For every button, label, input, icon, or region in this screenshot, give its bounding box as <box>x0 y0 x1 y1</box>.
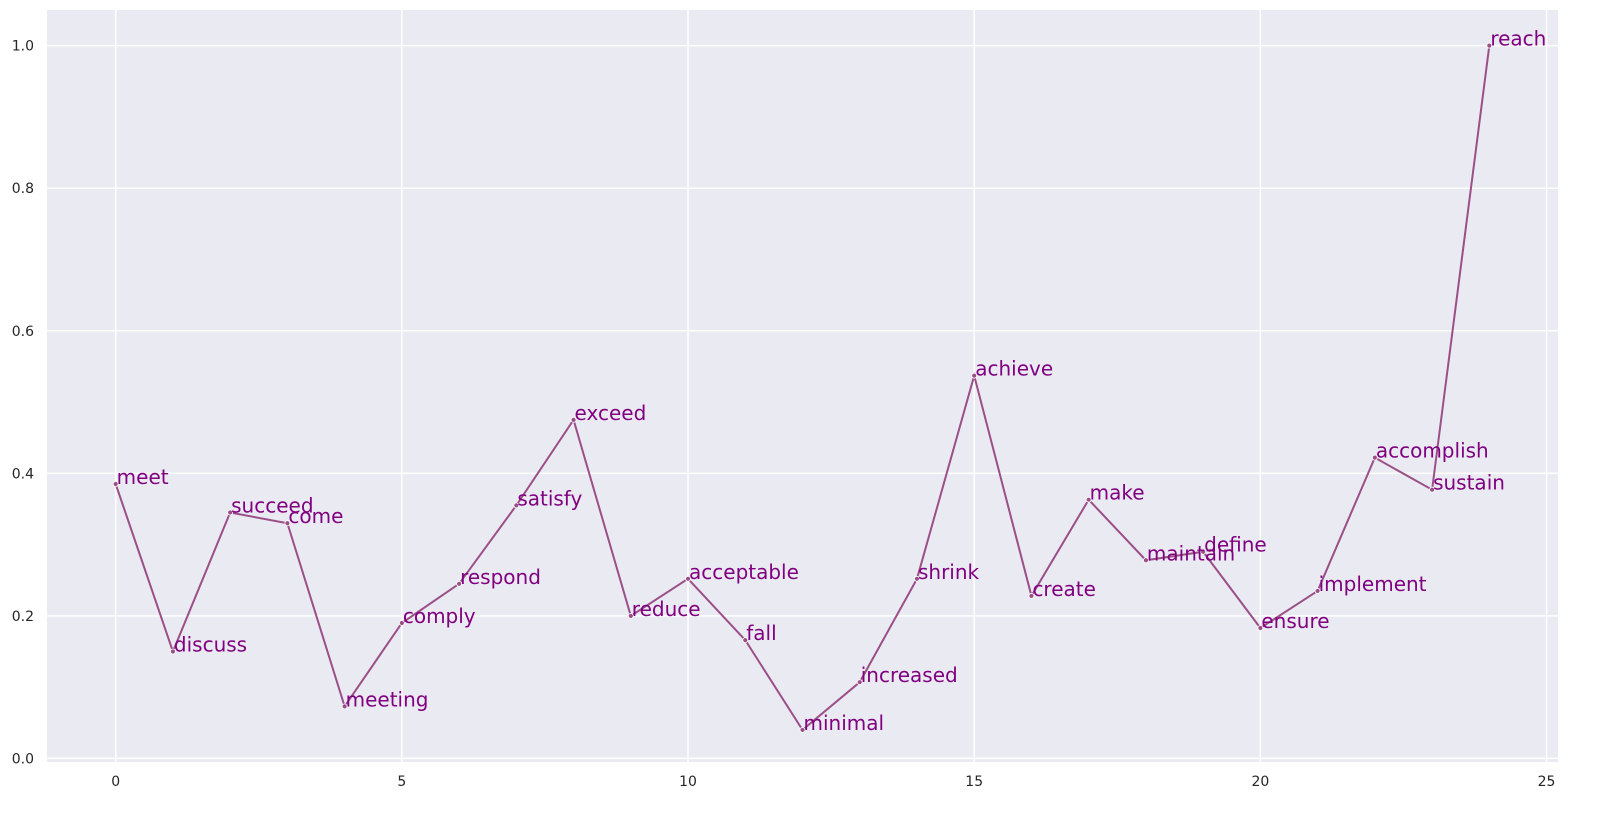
y-tick-label: 0.4 <box>12 466 34 482</box>
data-point-label: exceed <box>575 401 647 425</box>
data-point-marker <box>1429 486 1435 493</box>
data-point-marker <box>341 703 348 710</box>
data-point-marker <box>914 575 920 582</box>
x-tick-label: 5 <box>397 774 406 790</box>
data-point-label: reduce <box>632 597 701 621</box>
data-point-marker <box>570 416 577 423</box>
data-point-label: make <box>1090 481 1145 505</box>
data-point-marker <box>971 372 978 379</box>
x-tick-label: 0 <box>111 774 120 790</box>
data-point-marker <box>456 580 462 587</box>
data-point-label: acceptable <box>689 560 799 584</box>
data-point-marker <box>1486 42 1493 49</box>
data-point-label: ensure <box>1261 609 1329 633</box>
x-tick-label: 25 <box>1538 774 1556 790</box>
data-point-label: minimal <box>804 711 885 735</box>
data-point-label: achieve <box>975 357 1053 381</box>
data-point-label: meet <box>117 465 169 489</box>
data-point-label: meeting <box>346 687 429 711</box>
y-tick-label: 0.0 <box>12 751 34 767</box>
data-point-marker <box>284 520 291 527</box>
data-point-label: accomplish <box>1376 439 1489 463</box>
y-tick-label: 0.2 <box>12 609 34 625</box>
data-point-marker <box>1028 593 1035 599</box>
data-point-marker <box>1085 496 1092 503</box>
data-point-marker <box>1257 625 1264 631</box>
data-point-label: create <box>1032 577 1096 601</box>
data-point-label: comply <box>403 604 476 628</box>
y-tick-label: 0.6 <box>12 324 34 340</box>
data-point-label: respond <box>460 565 541 589</box>
data-point-marker <box>799 727 806 733</box>
data-point-label: define <box>1204 533 1267 557</box>
data-point-label: increased <box>861 663 958 687</box>
data-point-marker <box>1314 588 1321 594</box>
y-tick-label: 1.0 <box>12 39 34 55</box>
data-point-label: reach <box>1490 27 1546 51</box>
data-point-label: satisfy <box>517 486 582 510</box>
data-point-marker <box>742 637 749 644</box>
x-tick-label: 20 <box>1251 774 1269 790</box>
data-point-label: fall <box>746 621 776 645</box>
data-point-label: discuss <box>174 633 247 657</box>
data-point-label: sustain <box>1433 471 1505 495</box>
data-point-marker <box>1371 454 1378 461</box>
data-point-marker <box>1143 557 1149 564</box>
grid-lines <box>47 10 1558 762</box>
x-tick-label: 10 <box>679 774 697 790</box>
tick-labels: 0 5 10 15 20 25 0.0 0.2 0.4 0.6 0.8 1.0 <box>12 39 1556 790</box>
data-point-marker <box>513 502 520 509</box>
data-point-marker <box>1200 548 1207 555</box>
data-point-marker <box>398 620 405 626</box>
data-point-label: succeed <box>231 494 313 518</box>
data-point-label: shrink <box>918 560 980 584</box>
data-point-marker <box>627 612 634 619</box>
x-tick-label: 15 <box>965 774 983 790</box>
plot-background <box>47 10 1558 762</box>
data-point-label: implement <box>1319 572 1427 596</box>
data-point-marker <box>227 509 234 516</box>
data-point-marker <box>170 648 176 655</box>
data-point-marker <box>112 481 119 487</box>
data-point-marker <box>856 679 863 686</box>
data-markers <box>112 42 1493 733</box>
data-point-label: maintain <box>1147 541 1235 565</box>
data-point-label: come <box>288 504 343 528</box>
data-point-marker <box>685 575 691 582</box>
y-tick-label: 0.8 <box>12 181 34 197</box>
